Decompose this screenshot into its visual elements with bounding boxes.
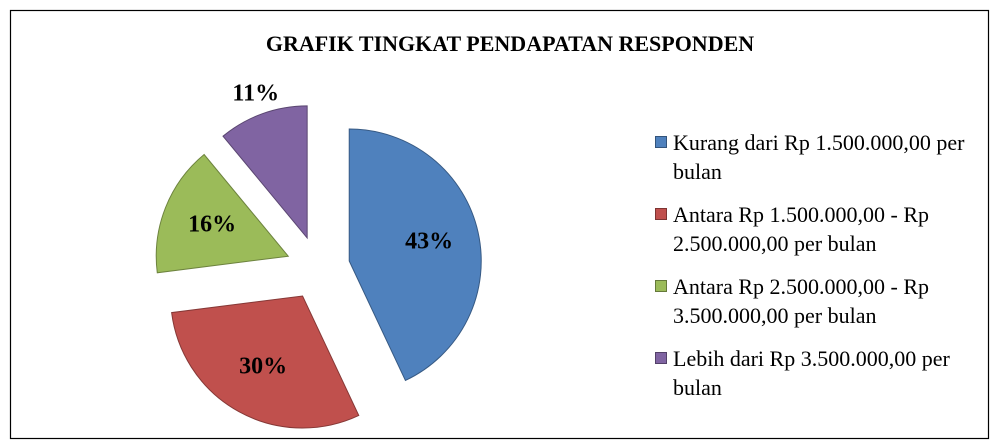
pie-slice bbox=[222, 105, 308, 240]
pie-slice bbox=[348, 128, 482, 382]
legend-swatch bbox=[655, 352, 667, 364]
legend-item: Antara Rp 1.500.000,00 - Rp 2.500.000,00… bbox=[655, 200, 970, 258]
data-label: 30% bbox=[239, 353, 287, 379]
legend-swatch bbox=[655, 136, 667, 148]
pie-slice bbox=[171, 295, 360, 429]
legend-item: Antara Rp 2.500.000,00 - Rp 3.500.000,00… bbox=[655, 272, 970, 330]
data-label: 16% bbox=[188, 212, 236, 238]
legend-label: Kurang dari Rp 1.500.000,00 per bulan bbox=[673, 130, 965, 184]
pie-slice bbox=[155, 153, 290, 274]
legend: Kurang dari Rp 1.500.000,00 per bulan Ant… bbox=[655, 128, 970, 416]
legend-label: Lebih dari Rp 3.500.000,00 per bulan bbox=[673, 346, 950, 400]
legend-item: Lebih dari Rp 3.500.000,00 per bulan bbox=[655, 344, 970, 402]
legend-label: Antara Rp 1.500.000,00 - Rp 2.500.000,00… bbox=[673, 202, 930, 256]
legend-item: Kurang dari Rp 1.500.000,00 per bulan bbox=[655, 128, 970, 186]
data-label: 11% bbox=[232, 81, 279, 107]
chart-title: GRAFIK TINGKAT PENDAPATAN RESPONDEN bbox=[266, 31, 754, 56]
legend-swatch bbox=[655, 208, 667, 220]
data-label: 43% bbox=[405, 229, 453, 255]
legend-label: Antara Rp 2.500.000,00 - Rp 3.500.000,00… bbox=[673, 274, 930, 328]
legend-swatch bbox=[655, 280, 667, 292]
